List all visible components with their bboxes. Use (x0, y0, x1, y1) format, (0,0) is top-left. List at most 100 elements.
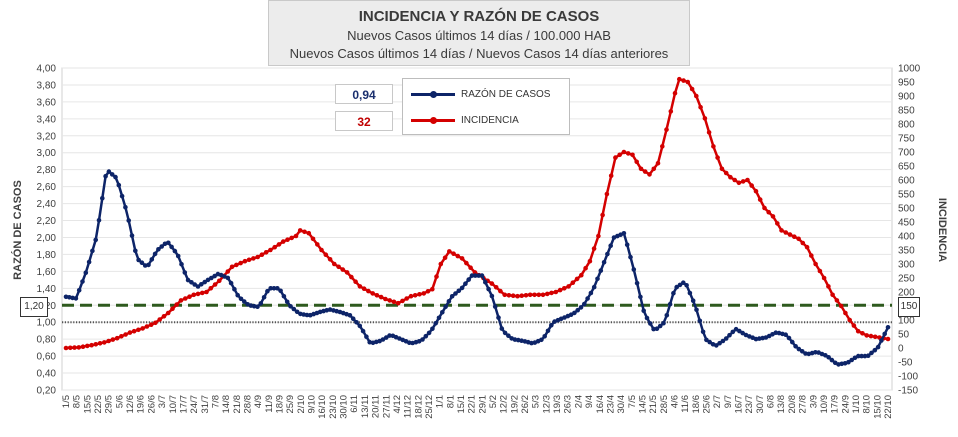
ratio-point (119, 193, 125, 199)
incidence-point (502, 292, 508, 298)
ratio-point (793, 344, 798, 349)
ratio-point (486, 286, 491, 292)
incidence-point (93, 342, 99, 347)
x-tick-label: 28/8 (242, 395, 253, 414)
x-tick-label: 10/9 (819, 395, 830, 414)
left-tick-label: 2,40 (37, 199, 57, 210)
ratio-point (202, 279, 207, 285)
ratio-point (242, 299, 247, 304)
incidence-point (89, 342, 94, 348)
incidence-point (596, 233, 601, 239)
legend-item-incidence: INCIDENCIA (411, 115, 519, 129)
ratio-point (677, 282, 683, 288)
ratio-point (192, 282, 197, 287)
incidence-point (532, 292, 537, 298)
incidence-point (455, 253, 461, 259)
incidence-point (119, 334, 124, 339)
ratio-point (275, 286, 280, 291)
incidence-point (677, 76, 682, 82)
incidence-point (144, 324, 150, 329)
incidence-series (63, 76, 891, 351)
ratio-point (86, 259, 92, 265)
right-tick-label: -100 (898, 372, 918, 383)
incidence-point (634, 159, 639, 165)
x-tick-label: 14/8 (221, 395, 232, 414)
ratio-point (83, 270, 89, 276)
ratio-point (265, 288, 270, 294)
ratio-point (93, 237, 98, 243)
ratio-point (869, 350, 874, 356)
ratio-point (433, 321, 439, 326)
ratio-point (347, 313, 353, 318)
legend-item-ratio: RAZÓN DE CASOS (411, 89, 550, 103)
ratio-point (489, 293, 495, 299)
ratio-point (624, 242, 630, 247)
incidence-point (80, 344, 86, 350)
x-tick-label: 29/1 (477, 395, 488, 414)
incidence-point (451, 251, 456, 256)
incidence-point (664, 127, 669, 132)
right-tick-label: 750 (898, 134, 915, 145)
x-tick-label: 18/6 (691, 395, 702, 414)
legend-line-ratio (411, 90, 455, 98)
x-tick-label: 2/7 (712, 395, 723, 408)
incidence-point (523, 293, 529, 298)
ratio-point (634, 280, 640, 286)
x-tick-label: 19/6 (136, 395, 147, 414)
x-tick-label: 26/2 (520, 395, 531, 414)
ratio-point (73, 296, 79, 301)
incidence-point (660, 144, 665, 149)
x-tick-label: 16/4 (595, 395, 606, 414)
right-tick-label: 0 (898, 344, 904, 355)
incidence-point (374, 293, 380, 298)
incidence-point (251, 256, 256, 261)
incidence-point (855, 328, 861, 334)
x-tick-label: 13/11 (360, 395, 371, 418)
incidence-point (195, 291, 201, 297)
incidence-point (702, 116, 708, 121)
incidence-point (242, 258, 248, 264)
incidence-point (809, 253, 814, 258)
x-tick-label: 20/11 (371, 395, 382, 418)
incidence-point (574, 276, 580, 282)
right-tick-label: 450 (898, 218, 915, 229)
incidence-point (617, 152, 622, 158)
ratio-point (885, 325, 891, 330)
incidence-point (770, 214, 776, 219)
incidence-point (515, 293, 520, 299)
ratio-point (476, 273, 482, 278)
incidence-point (276, 242, 282, 247)
incidence-point (868, 333, 874, 339)
ratio-point (469, 273, 475, 278)
incidence-point (234, 262, 239, 268)
left-tick-label: 0,80 (37, 335, 57, 346)
incidence-point (306, 230, 312, 236)
left-tick-label: 1,80 (37, 250, 57, 261)
incidence-point (540, 292, 546, 298)
incidence-point (651, 166, 657, 172)
incidence-point (817, 268, 823, 274)
incidence-point (263, 250, 269, 255)
ratio-point (796, 346, 802, 352)
ratio-point (859, 353, 864, 359)
incidence-point (753, 188, 759, 194)
incidence-point (860, 331, 865, 336)
ratio-point (436, 315, 442, 321)
ratio-point (199, 282, 204, 287)
ratio-point (492, 304, 498, 309)
x-tick-label: 12/3 (541, 395, 552, 414)
ratio-point (443, 304, 448, 310)
incidence-point (715, 155, 720, 160)
incidence-point (447, 249, 452, 254)
left-axis-title: RAZÓN DE CASOS (11, 180, 24, 280)
incidence-point (736, 180, 742, 186)
x-tick-label: 9/10 (307, 395, 318, 414)
incidence-point (123, 332, 128, 337)
x-tick-label: 30/7 (755, 395, 766, 414)
ratio-point (823, 353, 828, 358)
left-tick-label: 0,60 (37, 352, 57, 363)
incidence-point (792, 234, 797, 239)
ratio-point (539, 337, 544, 343)
x-tick-label: 6/11 (349, 395, 360, 413)
x-tick-label: 11/6 (680, 395, 691, 413)
